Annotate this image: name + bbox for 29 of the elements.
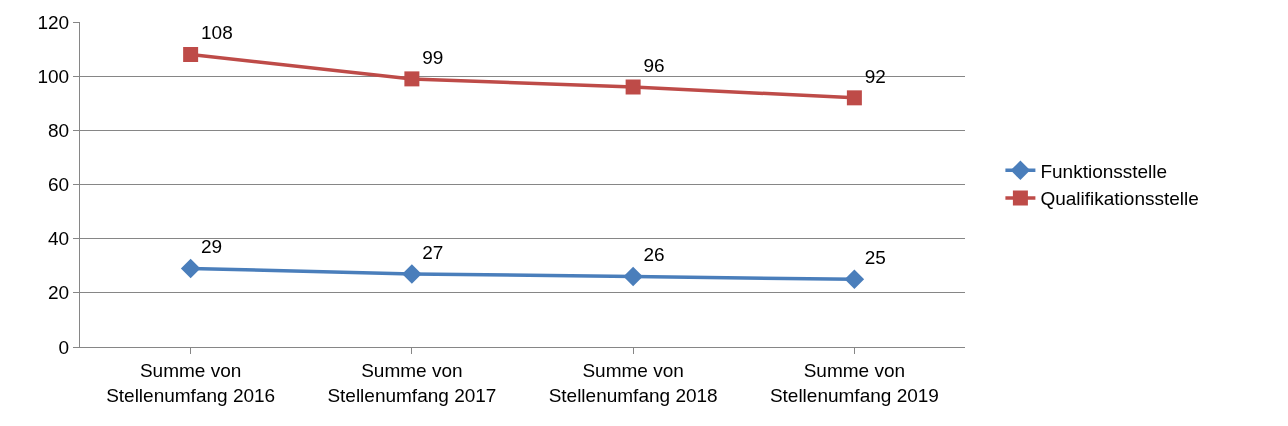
point bbox=[180, 258, 201, 279]
data-label: 96 bbox=[643, 54, 665, 76]
point bbox=[844, 269, 865, 290]
point bbox=[404, 71, 420, 87]
x-tick-label: Summe von Stellenumfang 2017 bbox=[327, 359, 497, 406]
x-tick-label: Summe von Stellenumfang 2016 bbox=[106, 359, 276, 406]
y-tick-label: 40 bbox=[48, 228, 70, 250]
data-label: 25 bbox=[864, 247, 886, 269]
data-label: 27 bbox=[422, 241, 444, 263]
data-label: 29 bbox=[201, 236, 223, 258]
point bbox=[625, 79, 641, 95]
x-tick-label: Summe von Stellenumfang 2018 bbox=[548, 359, 718, 406]
data-label: 108 bbox=[201, 22, 233, 44]
point bbox=[623, 266, 643, 287]
y-tick-label: 20 bbox=[48, 282, 70, 304]
y-tick-label: 0 bbox=[58, 336, 70, 358]
data-label: 99 bbox=[422, 46, 444, 68]
legend-label: Funktionsstelle bbox=[1040, 160, 1168, 182]
x-tick-label: Summe von Stellenumfang 2019 bbox=[769, 359, 939, 406]
legend-label: Qualifikationsstelle bbox=[1040, 188, 1199, 210]
y-tick-label: 80 bbox=[48, 119, 70, 141]
point bbox=[846, 90, 862, 106]
data-label: 92 bbox=[864, 65, 886, 87]
y-tick-label: 60 bbox=[48, 174, 70, 196]
point bbox=[183, 47, 199, 62]
point bbox=[402, 264, 422, 284]
data-label: 26 bbox=[643, 244, 665, 266]
y-tick-label: 100 bbox=[37, 65, 70, 87]
y-tick-label: 120 bbox=[37, 11, 70, 33]
